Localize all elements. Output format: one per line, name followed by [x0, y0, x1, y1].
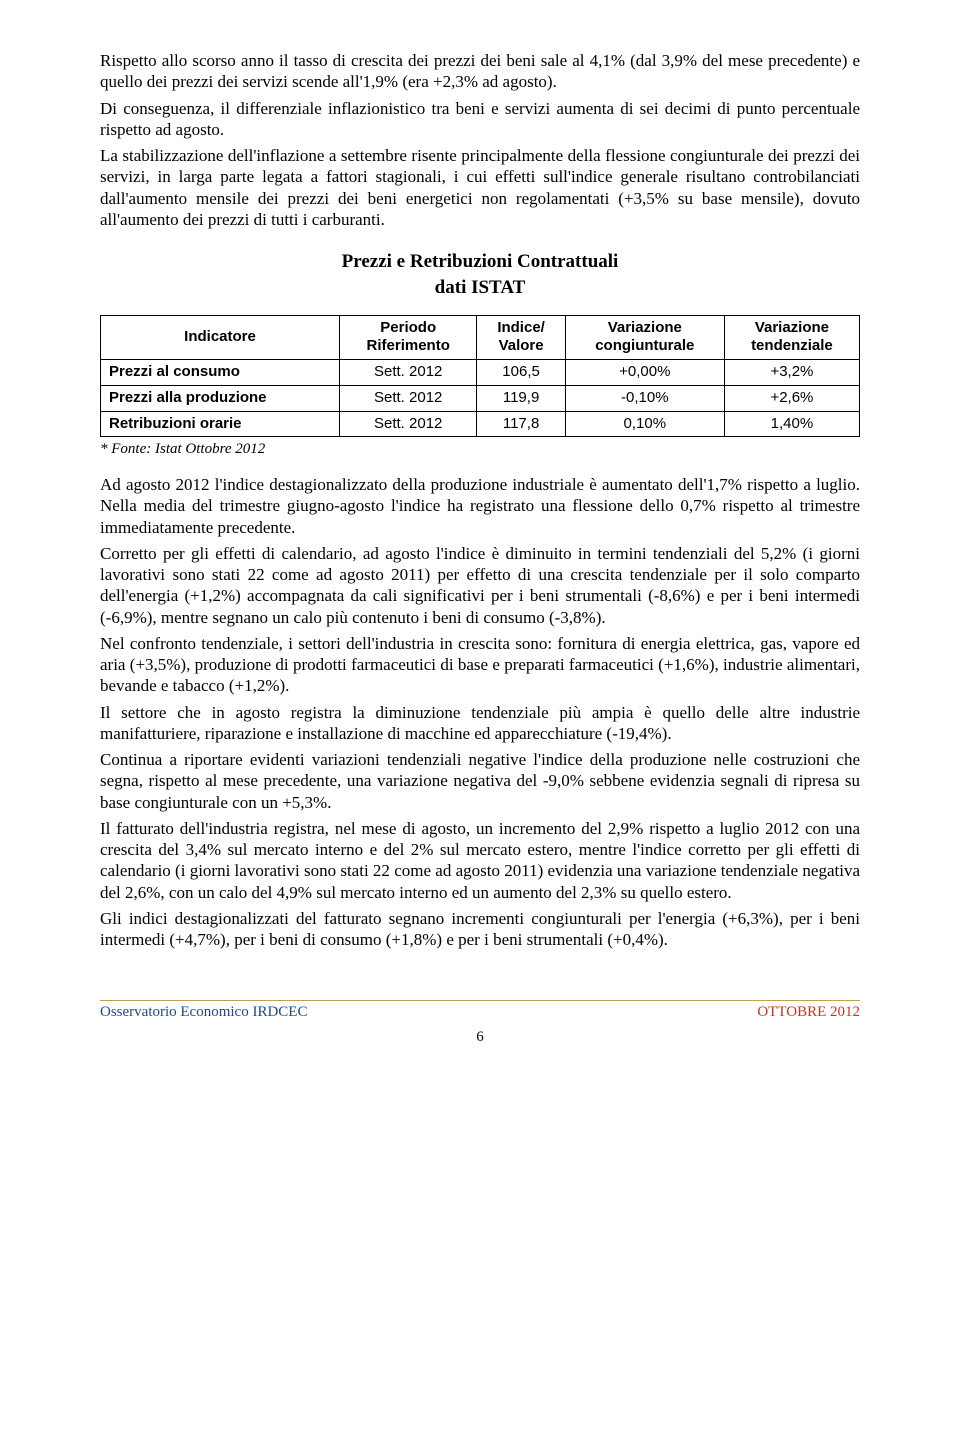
row-label: Prezzi al consumo [101, 360, 340, 386]
paragraph: Di conseguenza, il differenziale inflazi… [100, 98, 860, 141]
cell-periodo: Sett. 2012 [340, 411, 477, 437]
data-table: Indicatore Periodo Riferimento Indice/ V… [100, 315, 860, 438]
cell-cong: -0,10% [565, 385, 724, 411]
col-header-periodo: Periodo Riferimento [340, 315, 477, 360]
paragraph: Il fatturato dell'industria registra, ne… [100, 818, 860, 903]
paragraph: La stabilizzazione dell'inflazione a set… [100, 145, 860, 230]
table-row: Retribuzioni orarie Sett. 2012 117,8 0,1… [101, 411, 860, 437]
table-row: Prezzi alla produzione Sett. 2012 119,9 … [101, 385, 860, 411]
header-line: congiunturale [595, 337, 694, 354]
paragraph: Gli indici destagionalizzati del fattura… [100, 908, 860, 951]
header-line: Riferimento [367, 337, 450, 354]
cell-indice: 106,5 [477, 360, 565, 386]
cell-cong: +0,00% [565, 360, 724, 386]
cell-tend: +2,6% [724, 385, 859, 411]
section-subtitle: dati ISTAT [100, 276, 860, 300]
cell-tend: 1,40% [724, 411, 859, 437]
header-line: Variazione [608, 319, 682, 336]
row-label: Retribuzioni orarie [101, 411, 340, 437]
header-line: Periodo [380, 319, 436, 336]
cell-indice: 117,8 [477, 411, 565, 437]
footer-line: Osservatorio Economico IRDCEC OTTOBRE 20… [100, 1000, 860, 1022]
page-number: 6 [100, 1028, 860, 1047]
col-header-indice: Indice/ Valore [477, 315, 565, 360]
table-row: Prezzi al consumo Sett. 2012 106,5 +0,00… [101, 360, 860, 386]
paragraph: Rispetto allo scorso anno il tasso di cr… [100, 50, 860, 93]
col-header-congiunturale: Variazione congiunturale [565, 315, 724, 360]
header-line: Valore [499, 337, 544, 354]
cell-indice: 119,9 [477, 385, 565, 411]
section-title: Prezzi e Retribuzioni Contrattuali [100, 250, 860, 274]
header-line: tendenziale [751, 337, 833, 354]
cell-cong: 0,10% [565, 411, 724, 437]
paragraph: Corretto per gli effetti di calendario, … [100, 543, 860, 628]
page-footer: Osservatorio Economico IRDCEC OTTOBRE 20… [100, 1000, 860, 1047]
header-line: Indice/ [497, 319, 545, 336]
row-label: Prezzi alla produzione [101, 385, 340, 411]
paragraph: Il settore che in agosto registra la dim… [100, 702, 860, 745]
header-line: Variazione [755, 319, 829, 336]
cell-periodo: Sett. 2012 [340, 385, 477, 411]
table-header-row: Indicatore Periodo Riferimento Indice/ V… [101, 315, 860, 360]
paragraph: Continua a riportare evidenti variazioni… [100, 749, 860, 813]
footer-left: Osservatorio Economico IRDCEC [100, 1003, 307, 1022]
col-header-indicatore: Indicatore [101, 315, 340, 360]
cell-tend: +3,2% [724, 360, 859, 386]
footer-right: OTTOBRE 2012 [757, 1003, 860, 1022]
cell-periodo: Sett. 2012 [340, 360, 477, 386]
paragraph: Nel confronto tendenziale, i settori del… [100, 633, 860, 697]
table-footnote: * Fonte: Istat Ottobre 2012 [100, 440, 860, 459]
paragraph: Ad agosto 2012 l'indice destagionalizzat… [100, 474, 860, 538]
col-header-tendenziale: Variazione tendenziale [724, 315, 859, 360]
